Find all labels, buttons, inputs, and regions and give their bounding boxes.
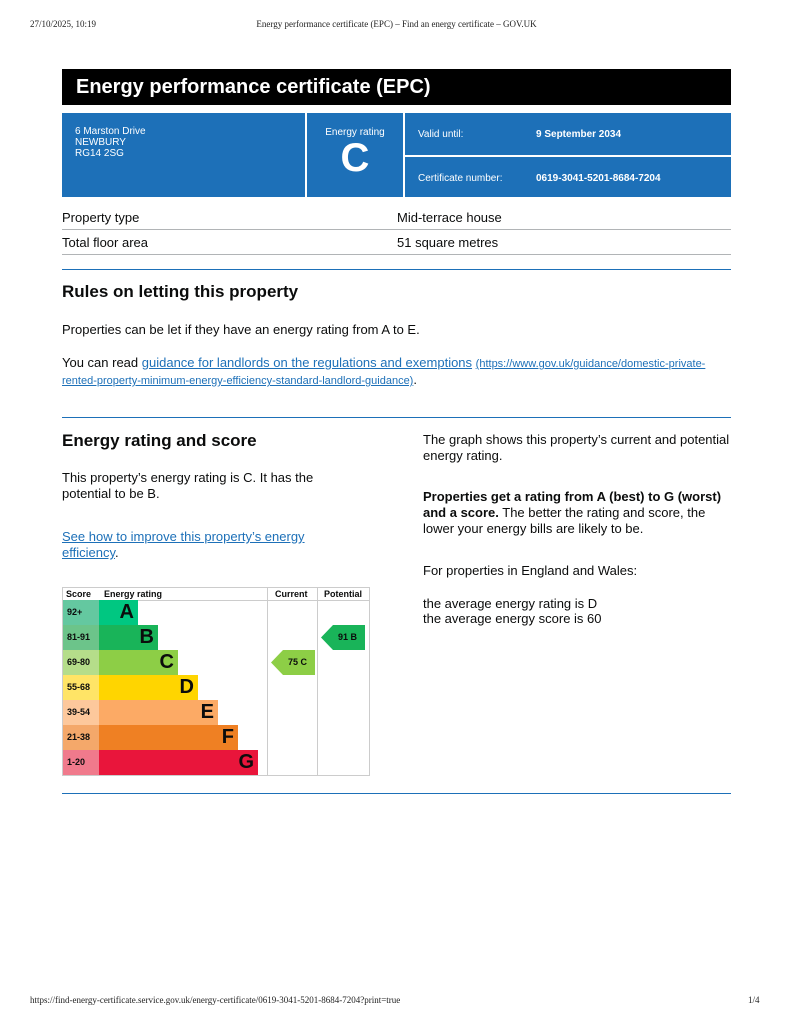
address-line: RG14 2SG	[75, 148, 124, 159]
text: Properties get a rating from A (best) to…	[423, 489, 722, 520]
band-score: 81-91	[63, 625, 99, 650]
cert-box: Certificate number: 0619-3041-5201-8684-…	[405, 157, 731, 197]
potential-rating-arrow: 91 B	[321, 625, 365, 650]
band-bar-f: F	[99, 725, 238, 750]
band-score: 1-20	[63, 750, 99, 775]
band-bar-b: B	[99, 625, 158, 650]
address-line: NEWBURY	[75, 137, 126, 148]
average-rating: the average energy rating is D	[423, 596, 598, 611]
guidance-link[interactable]: guidance for landlords on the regulation…	[141, 355, 473, 370]
rules-heading: Rules on letting this property	[62, 282, 299, 301]
rating-letter: C	[340, 136, 370, 180]
band-score: 55-68	[63, 675, 99, 700]
text: You can read	[62, 355, 142, 370]
text: .	[413, 372, 417, 387]
current-rating-arrow: 75 C	[271, 650, 315, 675]
band-score: 39-54	[63, 700, 99, 725]
graph-text: The graph shows this property’s current …	[423, 432, 730, 463]
average-score: the average energy score is 60	[423, 611, 602, 626]
band-score: 92+	[63, 600, 99, 625]
improve-link[interactable]: See how to improve this property’s energ…	[62, 529, 305, 560]
print-url: https://find-energy-certificate.service.…	[30, 995, 401, 1005]
rating-explainer: Properties get a rating from A (best) to…	[423, 489, 733, 537]
cert-label: Certificate number:	[418, 173, 503, 184]
rules-guidance: You can read guidance for landlords on t…	[62, 355, 722, 389]
rating-label: Energy rating	[325, 127, 385, 138]
header-current: Current	[275, 589, 308, 599]
band-score: 69-80	[63, 650, 99, 675]
improve-link-wrap: See how to improve this property’s energ…	[62, 529, 327, 561]
band-bar-d: D	[99, 675, 198, 700]
summary-value: Mid-terrace house	[397, 210, 502, 225]
cert-value: 0619-3041-5201-8684-7204	[536, 173, 661, 184]
valid-box: Valid until: 9 September 2034	[405, 113, 731, 155]
summary-row: Total floor area 51 square metres	[62, 230, 731, 255]
band-score: 21-38	[63, 725, 99, 750]
valid-label: Valid until:	[418, 129, 464, 140]
region-text: For properties in England and Wales:	[423, 563, 638, 578]
band-bar-e: E	[99, 700, 218, 725]
print-date: 27/10/2025, 10:19	[30, 19, 97, 29]
header-score: Score	[66, 589, 92, 599]
guidance-url[interactable]: (https://www.gov.uk/guidance/domestic-pr…	[62, 358, 706, 387]
page-title: Energy performance certificate (EPC)	[62, 69, 731, 105]
summary-label: Property type	[62, 210, 140, 225]
header-potential: Potential	[324, 589, 363, 599]
valid-value: 9 September 2034	[536, 129, 622, 140]
header-rating: Energy rating	[104, 589, 163, 599]
score-text: This property’s energy rating is C. It h…	[62, 470, 314, 501]
address-line: 6 Marston Drive	[75, 126, 146, 137]
divider	[62, 269, 731, 270]
band-bar-c: C	[99, 650, 178, 675]
score-heading: Energy rating and score	[62, 431, 257, 450]
summary-value: 51 square metres	[397, 235, 499, 250]
page-number: 1/4	[748, 995, 760, 1005]
divider	[62, 417, 731, 418]
address-box: 6 Marston Drive NEWBURY RG14 2SG	[62, 113, 305, 197]
band-bar-g: G	[99, 750, 258, 775]
band-bar-a: A	[99, 600, 138, 625]
rules-text: Properties can be let if they have an en…	[62, 322, 420, 337]
text: The better the rating and score, the low…	[423, 505, 706, 536]
rating-box: Energy rating C	[307, 113, 403, 197]
divider	[62, 793, 731, 794]
print-title: Energy performance certificate (EPC) – F…	[256, 19, 537, 29]
text: .	[115, 545, 119, 560]
energy-rating-chart: Score Energy rating Current Potential 92…	[62, 587, 370, 776]
summary-label: Total floor area	[62, 235, 148, 250]
summary-row: Property type Mid-terrace house	[62, 205, 731, 230]
